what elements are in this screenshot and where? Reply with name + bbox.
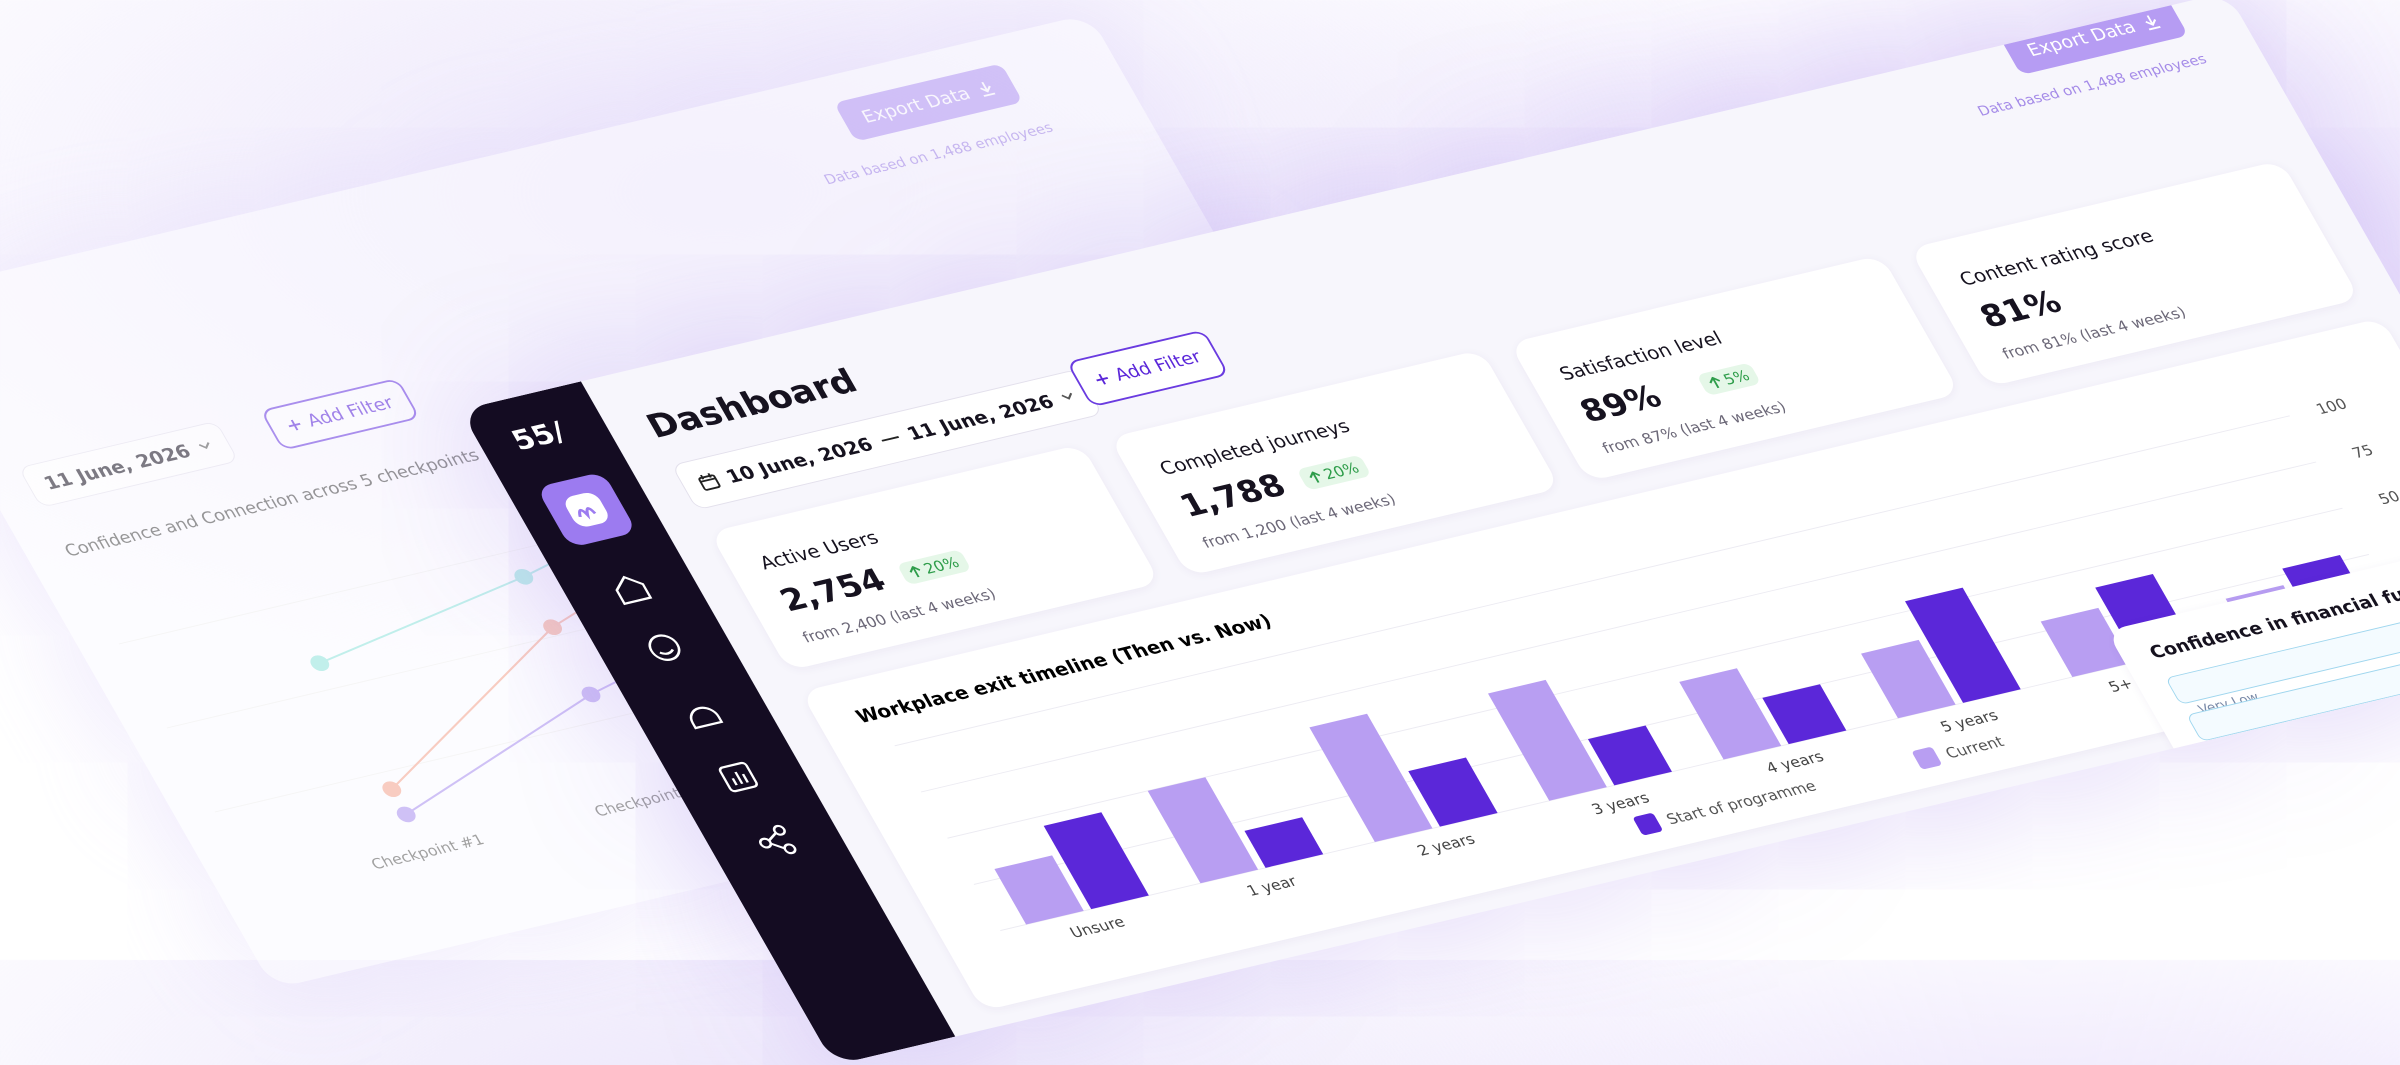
add-filter[interactable]: Add Filter bbox=[260, 378, 421, 451]
download-icon bbox=[974, 80, 998, 99]
stat-change-text: 20% bbox=[1320, 459, 1362, 483]
legend-swatch bbox=[1911, 746, 1942, 769]
stat-change-text: 20% bbox=[920, 554, 962, 578]
plus-icon bbox=[285, 418, 305, 433]
point bbox=[511, 567, 536, 586]
export-text: Export Data bbox=[2023, 17, 2139, 60]
date-start: 10 June, 2026 bbox=[722, 433, 877, 487]
legend-label: Current bbox=[1942, 733, 2007, 762]
stat-value: 1,788 bbox=[1174, 467, 1293, 524]
add-filter[interactable]: Add Filter bbox=[1066, 329, 1229, 407]
stat-value: 81% bbox=[1973, 284, 2068, 336]
export-text: Export Data bbox=[858, 84, 974, 127]
date-text: 11 June, 2026 bbox=[40, 440, 195, 494]
stat-change: 20% bbox=[1296, 455, 1371, 491]
calendar-icon bbox=[695, 471, 723, 492]
logo: 55/ bbox=[506, 416, 572, 457]
download-icon bbox=[2139, 13, 2163, 32]
stat-change-text: 5% bbox=[1720, 367, 1753, 389]
stat-value: 89% bbox=[1573, 379, 1668, 431]
point bbox=[379, 780, 404, 799]
chevron bbox=[196, 441, 214, 452]
y-tick-label: 75 bbox=[2349, 442, 2377, 462]
y-tick-label: 100 bbox=[2313, 395, 2350, 417]
date-end: 11 June, 2026 bbox=[903, 390, 1058, 444]
bar bbox=[1244, 817, 1323, 868]
x-tick-label: 1 year bbox=[1244, 873, 1301, 900]
x-tick-label: 4 years bbox=[1763, 748, 1827, 777]
up-arrow bbox=[907, 564, 925, 578]
up-arrow bbox=[1306, 470, 1324, 484]
x-tick-label: 2 years bbox=[1414, 831, 1478, 860]
app-icon[interactable] bbox=[536, 472, 638, 548]
page: Export Data Data based on 1,488 employee… bbox=[0, 0, 2400, 960]
stat-change: 20% bbox=[897, 549, 972, 585]
stat-value: 2,754 bbox=[774, 562, 893, 619]
legend-swatch bbox=[1632, 812, 1663, 835]
x-tick-label: Unsure bbox=[1067, 913, 1128, 941]
up-arrow bbox=[1706, 375, 1724, 389]
point bbox=[307, 654, 332, 673]
financial-label: Low bbox=[2217, 735, 2250, 755]
y-tick-label: 50 bbox=[2375, 488, 2400, 508]
data-note: Data based on 1,488 employees bbox=[1974, 51, 2209, 120]
x-tick-label: 5 years bbox=[1937, 707, 2001, 736]
stat-change: 5% bbox=[1696, 362, 1761, 396]
add-filter-text: Add Filter bbox=[303, 393, 397, 431]
date-pill[interactable]: 11 June, 2026 bbox=[18, 421, 239, 508]
stat-label: Content rating score bbox=[1955, 225, 2157, 290]
checkpoint-label: Checkpoint #1 bbox=[368, 831, 487, 873]
x-tick-label: 3 years bbox=[1589, 789, 1653, 818]
date-dash bbox=[880, 435, 901, 443]
bar bbox=[1148, 777, 1258, 883]
legend-label: Start of programme bbox=[1663, 778, 1819, 829]
export-button[interactable]: Export Data bbox=[834, 63, 1023, 141]
plus-icon bbox=[1092, 372, 1112, 387]
chevron bbox=[1059, 391, 1077, 402]
add-filter-text: Add Filter bbox=[1111, 347, 1205, 385]
app-glyph bbox=[536, 472, 638, 548]
